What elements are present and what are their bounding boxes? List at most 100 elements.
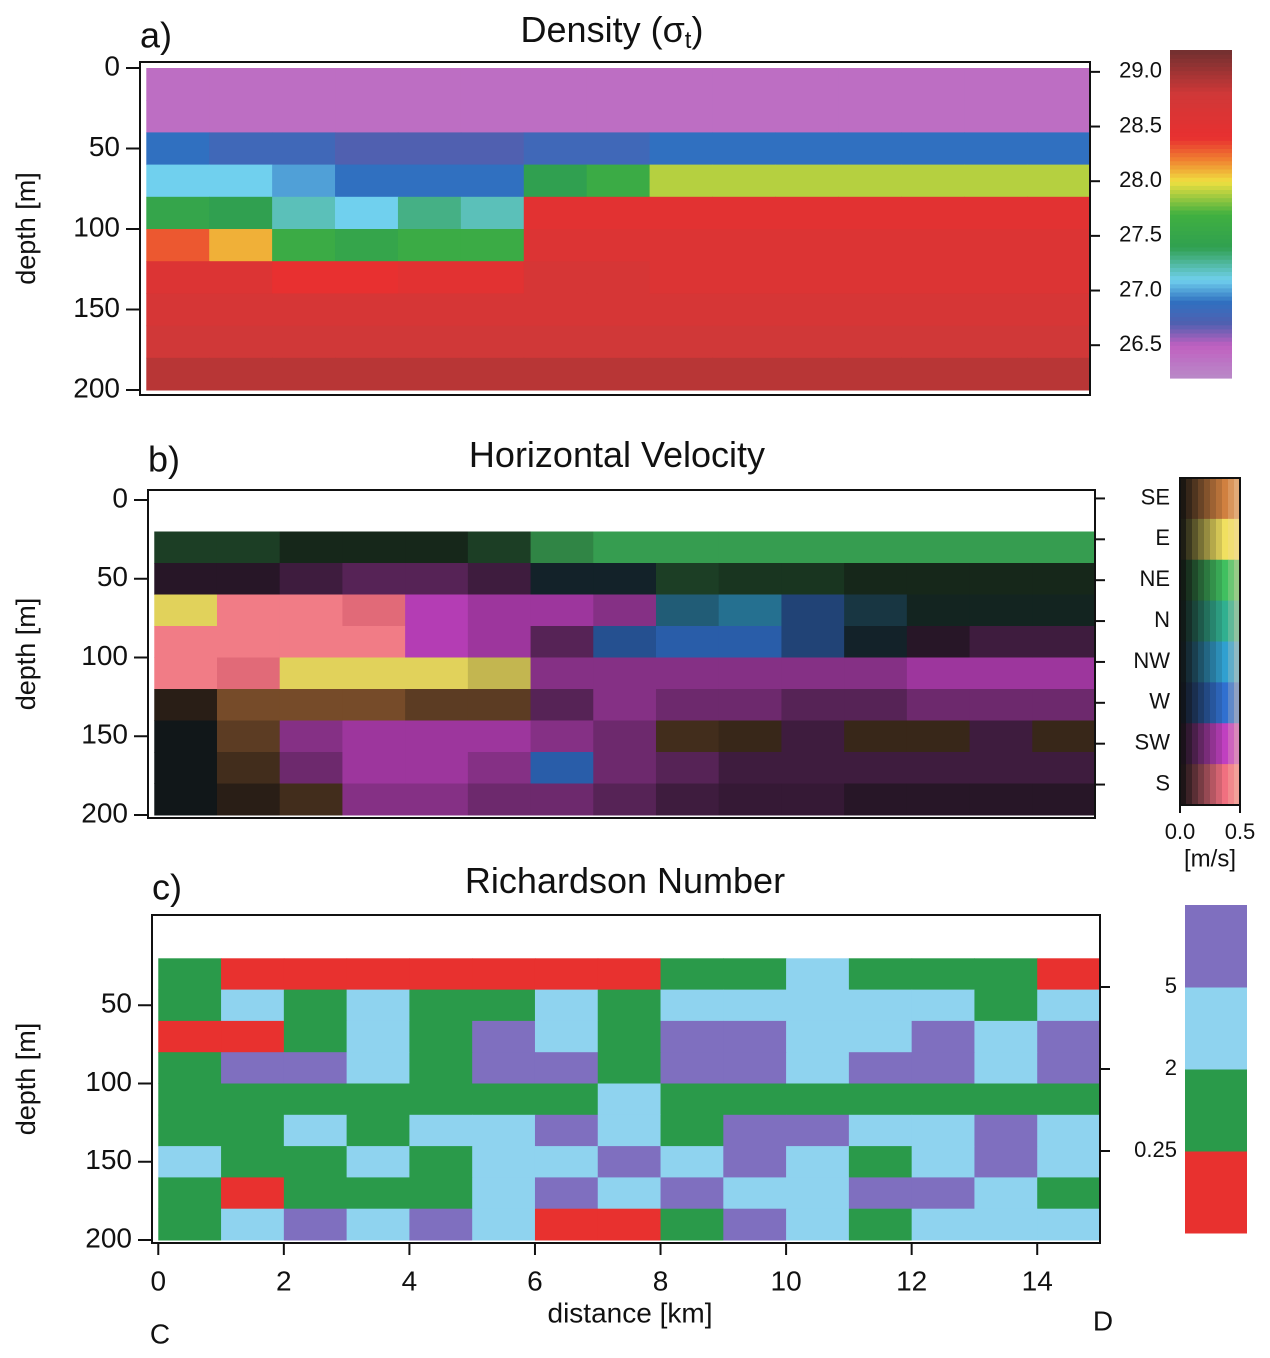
heatmap-cell <box>283 1208 348 1241</box>
panel-label: b) <box>148 439 180 480</box>
heatmap-cell <box>775 68 839 101</box>
plot-frame <box>151 914 1101 1244</box>
heatmap-cell <box>467 563 532 595</box>
colorbar-tick-label: 29.0 <box>1119 58 1162 83</box>
colorbar-cell <box>1210 478 1217 520</box>
colorbar-strip <box>1170 337 1232 342</box>
heatmap-cell <box>712 325 776 359</box>
heatmap-cell <box>158 1020 222 1053</box>
colorbar-strip <box>1170 291 1232 297</box>
y-tick-label: 200 <box>81 797 128 828</box>
heatmap-cell <box>649 261 714 294</box>
heatmap-cell <box>342 720 406 753</box>
colorbar-cell <box>1180 478 1187 520</box>
heatmap-cell <box>405 594 469 627</box>
heatmap-cell <box>1027 293 1091 327</box>
heatmap-cell <box>346 1052 410 1084</box>
heatmap-cell <box>838 196 902 230</box>
colorbar-cell <box>1222 600 1229 642</box>
heatmap-cell <box>460 132 525 166</box>
heatmap-cell <box>655 563 720 595</box>
heatmap-cell <box>534 1208 599 1241</box>
colorbar-cell <box>1210 764 1217 806</box>
colorbar-category-label: W <box>1149 689 1170 714</box>
heatmap-cell <box>593 657 657 690</box>
heatmap-cell <box>901 229 965 262</box>
colorbar-tick-label: 28.0 <box>1119 167 1162 192</box>
heatmap-cell <box>1037 1083 1101 1116</box>
heatmap-cell <box>974 1114 1038 1147</box>
colorbar-tick-label: 27.5 <box>1119 222 1162 247</box>
colorbar-category-label: SW <box>1135 730 1171 755</box>
colorbar-strip <box>1170 127 1232 133</box>
heatmap-cell <box>775 196 839 230</box>
colorbar-strip <box>1170 107 1232 113</box>
colorbar-strip <box>1170 332 1232 338</box>
heatmap-cell <box>279 720 343 753</box>
heatmap-cell <box>283 1146 348 1178</box>
heatmap-cell <box>335 229 399 262</box>
heatmap-cell <box>906 689 971 721</box>
heatmap-cell <box>523 325 588 359</box>
heatmap-cell <box>467 531 532 564</box>
heatmap-cell <box>781 594 845 627</box>
heatmap-cell <box>209 164 273 198</box>
panel: 0 50 100 150 200 depth [m] Horizontal Velocity… <box>11 434 1255 873</box>
y-tick-label: 50 <box>89 131 120 162</box>
heatmap-cell <box>279 689 343 721</box>
heatmap-cell <box>649 357 714 391</box>
heatmap-cell <box>472 1083 536 1116</box>
heatmap-cell <box>346 958 410 991</box>
heatmap-cell <box>655 657 720 690</box>
heatmap-cell <box>460 100 525 133</box>
colorbar-cell <box>1234 478 1241 520</box>
heatmap-cell <box>272 164 336 198</box>
heatmap-cell <box>397 261 462 294</box>
colorbar-strip <box>1170 324 1232 330</box>
colorbar-tick-label: 28.5 <box>1119 112 1162 137</box>
heatmap-cell <box>911 1020 975 1053</box>
heatmap-cell <box>781 752 845 784</box>
heatmap-cell <box>786 1177 850 1210</box>
colorbar-strip <box>1170 193 1232 199</box>
chart-title: Richardson Number <box>465 860 785 901</box>
heatmap-cell <box>586 357 651 391</box>
colorbar-strip <box>1170 218 1232 223</box>
heatmap-cell <box>342 594 406 627</box>
heatmap-cell <box>649 293 714 327</box>
heatmap-cell <box>848 1052 913 1084</box>
heatmap-cell <box>781 720 845 753</box>
heatmap-cell <box>279 563 343 595</box>
y-tick-label: 100 <box>73 211 120 242</box>
colorbar-tick-label: 2 <box>1165 1055 1177 1080</box>
colorbar-cell <box>1186 600 1193 642</box>
colorbar-strip <box>1170 123 1232 129</box>
heatmap-cell <box>718 752 782 784</box>
y-axis-label: depth [m] <box>11 598 41 711</box>
heatmap-cell <box>342 626 406 658</box>
colorbar-cell <box>1180 723 1187 765</box>
heatmap-cell <box>472 1208 536 1241</box>
heatmap-cell <box>534 989 599 1022</box>
colorbar-strip <box>1170 181 1232 186</box>
heatmap-cell <box>964 132 1028 166</box>
heatmap-cell <box>906 531 971 564</box>
heatmap-cell <box>460 68 525 101</box>
heatmap-cell <box>844 783 908 816</box>
colorbar-strip <box>1170 255 1232 260</box>
heatmap-cell <box>901 196 965 230</box>
heatmap-cell <box>911 1052 975 1084</box>
heatmap-cell <box>649 196 714 230</box>
heatmap-cell <box>586 261 651 294</box>
colorbar-strip <box>1170 119 1232 125</box>
heatmap-cell <box>523 132 588 166</box>
colorbar-cell <box>1228 764 1235 806</box>
heatmap-cell <box>838 293 902 327</box>
heatmap-cell <box>597 989 662 1022</box>
y-tick-label: 0 <box>112 482 128 513</box>
colorbar-cell <box>1216 682 1223 724</box>
colorbar-strip <box>1170 230 1232 236</box>
x-tick-label: 0 <box>150 1265 166 1296</box>
heatmap-cell <box>397 357 462 391</box>
colorbar-cell <box>1234 764 1241 806</box>
